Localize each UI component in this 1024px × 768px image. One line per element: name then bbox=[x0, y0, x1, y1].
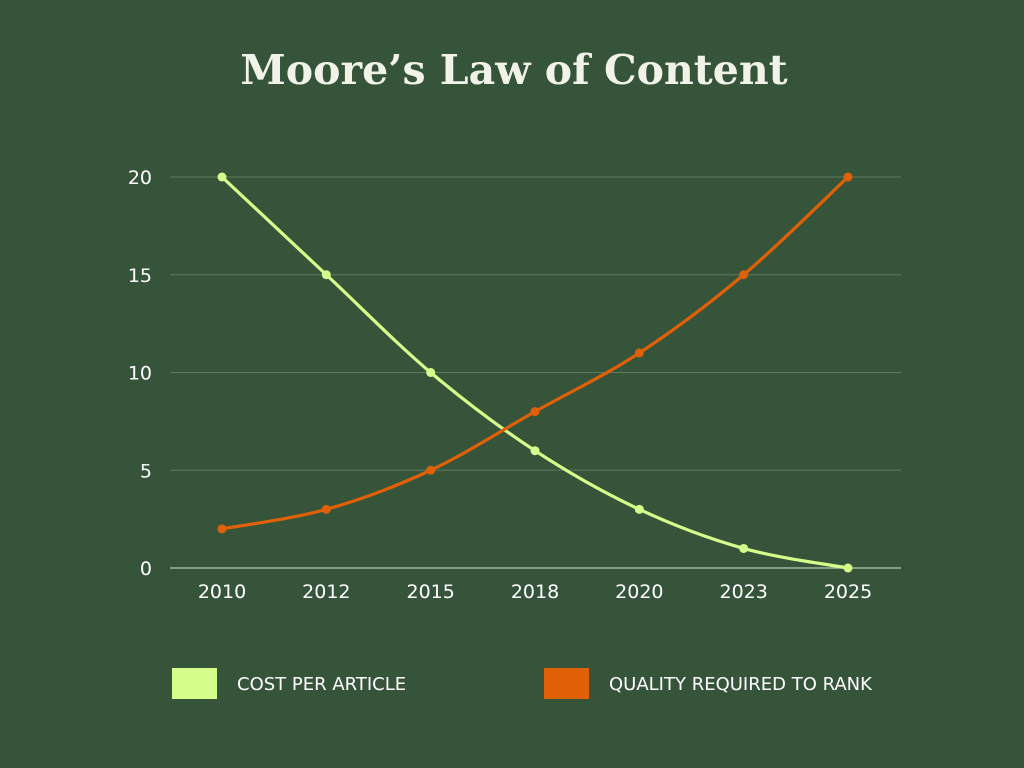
x-tick-label: 2018 bbox=[511, 581, 559, 603]
x-tick-label: 2015 bbox=[406, 581, 454, 603]
data-point bbox=[530, 446, 540, 456]
y-tick-label: 5 bbox=[140, 460, 152, 482]
data-point bbox=[739, 270, 749, 280]
x-tick-label: 2010 bbox=[198, 581, 246, 603]
data-point bbox=[217, 172, 227, 182]
x-tick-label: 2012 bbox=[302, 581, 350, 603]
grid bbox=[170, 176, 901, 569]
y-tick-label: 10 bbox=[128, 363, 152, 385]
data-point bbox=[217, 524, 227, 534]
data-point bbox=[426, 368, 436, 377]
legend: COST PER ARTICLE QUALITY REQUIRED TO RANK bbox=[172, 668, 873, 699]
legend-label: QUALITY REQUIRED TO RANK bbox=[609, 674, 873, 695]
chart-title: Moore’s Law of Content bbox=[240, 46, 787, 94]
series-line-1 bbox=[220, 175, 850, 531]
legend-swatch bbox=[544, 668, 589, 699]
y-tick-label: 0 bbox=[140, 558, 152, 580]
data-point bbox=[530, 407, 540, 417]
legend-label: COST PER ARTICLE bbox=[237, 674, 406, 695]
legend-swatch bbox=[172, 668, 217, 699]
data-point bbox=[739, 543, 749, 553]
x-tick-label: 2020 bbox=[615, 581, 663, 603]
data-point bbox=[843, 563, 853, 573]
x-tick-label: 2025 bbox=[824, 581, 872, 603]
x-tick-label: 2023 bbox=[719, 581, 767, 603]
data-point bbox=[843, 172, 853, 182]
y-axis: 0 5 10 15 20 bbox=[128, 167, 152, 580]
data-point bbox=[321, 270, 331, 280]
x-axis: 2010 2012 2015 2018 2020 2023 2025 bbox=[198, 581, 872, 603]
data-point bbox=[321, 504, 331, 514]
plot-area bbox=[217, 172, 853, 573]
y-tick-label: 20 bbox=[128, 167, 152, 189]
data-point bbox=[426, 465, 436, 475]
y-tick-label: 15 bbox=[128, 265, 152, 287]
data-point bbox=[634, 348, 644, 358]
data-point bbox=[634, 504, 644, 514]
